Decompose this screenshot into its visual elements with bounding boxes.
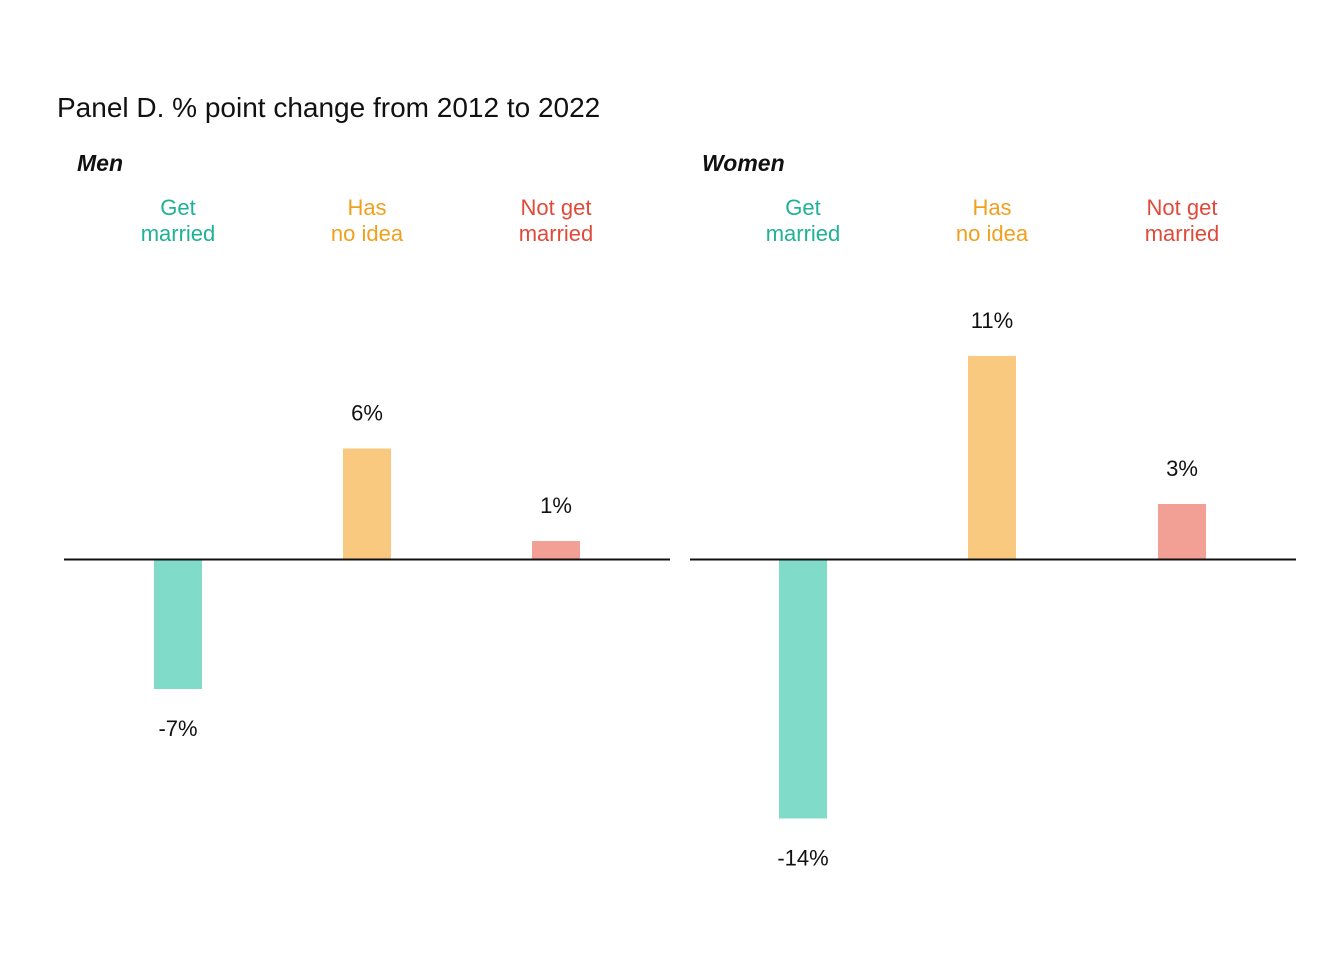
bar-men-0 xyxy=(154,559,202,689)
category-label-line: Has xyxy=(972,195,1011,220)
category-label-women-1: Has no idea xyxy=(956,195,1029,246)
value-label-men-0: -7% xyxy=(158,716,197,741)
category-label-men-0: Get married xyxy=(141,195,216,246)
value-label-women-1: 11% xyxy=(971,308,1013,333)
bar-women-0 xyxy=(779,559,827,819)
bar-women-2 xyxy=(1158,504,1206,560)
category-label-men-2: Not get married xyxy=(519,195,594,246)
bar-men-1 xyxy=(343,448,391,560)
category-label-line: married xyxy=(766,221,841,246)
category-label-line: no idea xyxy=(331,221,404,246)
value-label-men-1: 6% xyxy=(351,401,383,426)
category-label-line: married xyxy=(1145,221,1220,246)
category-label-line: Has xyxy=(347,195,386,220)
bar-women-1 xyxy=(968,356,1016,560)
bar-men-2 xyxy=(532,541,580,560)
category-label-women-2: Not get married xyxy=(1145,195,1220,246)
category-label-men-1: Has no idea xyxy=(331,195,404,246)
category-label-line: Not get xyxy=(1147,195,1218,220)
panel-title-women: Women xyxy=(702,150,785,176)
category-label-line: Get xyxy=(160,195,195,220)
chart-title: Panel D. % point change from 2012 to 202… xyxy=(57,92,600,123)
value-label-women-0: -14% xyxy=(777,846,828,871)
category-label-line: married xyxy=(141,221,216,246)
category-label-women-0: Get married xyxy=(766,195,841,246)
category-label-line: Not get xyxy=(521,195,592,220)
value-label-men-2: 1% xyxy=(540,493,572,518)
value-label-women-2: 3% xyxy=(1166,456,1198,481)
category-label-line: no idea xyxy=(956,221,1029,246)
category-label-line: Get xyxy=(785,195,820,220)
category-label-line: married xyxy=(519,221,594,246)
panel-title-men: Men xyxy=(77,150,123,176)
